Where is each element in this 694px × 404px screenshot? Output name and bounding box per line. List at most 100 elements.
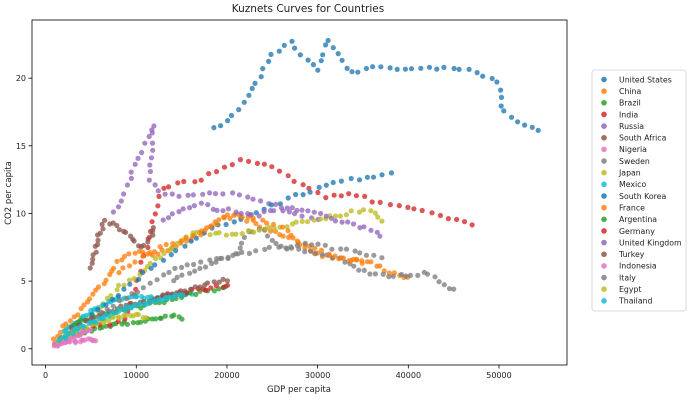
data-point — [121, 282, 127, 288]
data-point — [95, 237, 101, 243]
data-point — [213, 169, 220, 175]
data-point — [357, 250, 363, 256]
data-point — [130, 320, 136, 326]
legend-item: Germany — [601, 227, 655, 236]
data-point — [266, 58, 272, 64]
data-point — [269, 164, 275, 170]
data-point — [220, 208, 226, 214]
data-point — [494, 79, 500, 85]
data-point — [262, 246, 268, 252]
data-point — [299, 218, 305, 224]
data-point — [229, 231, 235, 237]
data-point — [110, 314, 117, 320]
data-point — [280, 233, 286, 239]
data-point — [348, 175, 354, 182]
data-point — [403, 273, 409, 279]
data-point — [203, 287, 209, 293]
data-point — [135, 289, 141, 295]
data-point — [402, 66, 408, 72]
data-point — [291, 178, 297, 184]
data-point — [115, 204, 122, 210]
plot-area-frame — [31, 19, 568, 366]
data-point — [271, 208, 277, 214]
data-point — [266, 244, 272, 250]
data-point — [474, 70, 480, 76]
legend-marker — [601, 228, 607, 234]
data-point — [102, 217, 108, 223]
data-point — [231, 219, 237, 225]
data-point — [328, 215, 334, 221]
data-point — [161, 185, 167, 191]
data-point — [294, 207, 300, 214]
data-point — [368, 208, 374, 214]
data-point — [168, 252, 174, 258]
data-point — [207, 232, 213, 238]
data-point — [271, 225, 277, 231]
data-point — [322, 242, 328, 248]
legend-label: Italy — [619, 273, 636, 282]
data-point — [379, 255, 385, 261]
legend-label: Turkey — [618, 250, 645, 259]
data-point — [372, 271, 378, 277]
data-point — [192, 268, 198, 274]
data-point — [202, 227, 208, 233]
data-point — [191, 203, 197, 209]
legend-item: Japan — [601, 169, 641, 178]
data-point — [498, 103, 504, 109]
data-point — [370, 174, 377, 180]
legend-label: Japan — [618, 169, 641, 178]
data-point — [419, 207, 425, 214]
data-point — [246, 92, 252, 98]
data-point — [424, 271, 431, 277]
data-point — [352, 248, 358, 254]
data-point — [335, 51, 341, 57]
data-point — [396, 203, 402, 209]
data-point — [329, 246, 335, 252]
data-point — [285, 228, 291, 234]
data-point — [157, 244, 163, 250]
data-point — [278, 205, 285, 211]
y-tick-label: 10 — [16, 209, 26, 218]
data-point — [288, 244, 294, 250]
data-point — [332, 213, 339, 219]
data-point — [211, 279, 217, 285]
data-point — [176, 193, 182, 199]
series-5-points — [87, 217, 156, 271]
y-tick-label: 20 — [16, 74, 26, 83]
data-point — [331, 192, 337, 198]
data-point — [138, 259, 144, 265]
legend-item: China — [601, 87, 641, 96]
data-point — [207, 257, 213, 263]
data-point — [140, 242, 147, 249]
legend-label: Brazil — [619, 99, 641, 108]
data-point — [136, 276, 142, 282]
data-point — [152, 255, 159, 262]
data-point — [302, 249, 308, 255]
data-point — [155, 188, 161, 194]
data-point — [202, 264, 209, 270]
data-point — [261, 161, 267, 167]
data-point — [446, 286, 453, 292]
data-point — [160, 217, 166, 223]
data-point — [418, 65, 424, 71]
legend-marker — [601, 251, 607, 258]
data-point — [224, 278, 230, 284]
data-point — [216, 279, 222, 285]
data-point — [129, 291, 135, 297]
data-point — [252, 80, 258, 86]
data-point — [228, 112, 235, 119]
data-point — [115, 293, 121, 299]
data-point — [233, 251, 239, 257]
data-point — [121, 286, 127, 292]
legend-label: United Kingdom — [619, 238, 682, 247]
data-point — [292, 45, 298, 51]
data-point — [218, 123, 224, 129]
data-point — [264, 233, 271, 239]
series-14-points — [160, 200, 383, 239]
data-point — [191, 261, 197, 268]
data-point — [407, 272, 414, 278]
data-point — [363, 252, 369, 258]
data-point — [357, 225, 363, 231]
data-point — [158, 315, 164, 321]
data-point — [273, 240, 279, 246]
